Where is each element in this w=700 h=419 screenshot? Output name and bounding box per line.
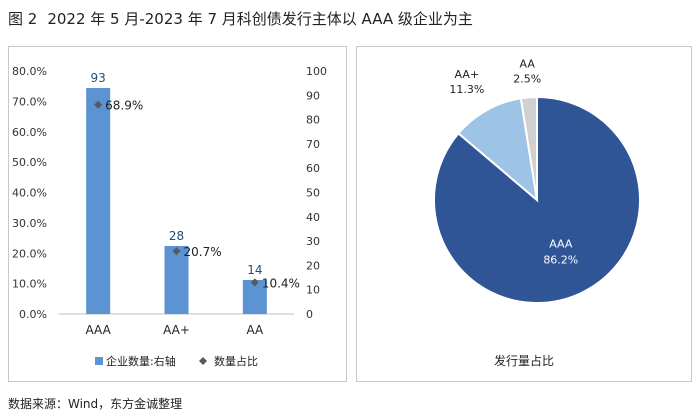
figure-title-text: 2022 年 5 月-2023 年 7 月科创债发行主体以 AAA 级企业为主 bbox=[47, 10, 473, 28]
right-axis-tick-label: 40 bbox=[306, 211, 320, 224]
bar-value-label: 14 bbox=[247, 263, 262, 277]
category-label: AAA bbox=[86, 323, 112, 337]
right-axis-tick-label: 80 bbox=[306, 114, 320, 127]
left-axis-tick-label: 10.0% bbox=[12, 278, 47, 291]
bar-AAA bbox=[86, 88, 111, 314]
category-label: AA+ bbox=[163, 323, 190, 337]
pie-value-label: 2.5% bbox=[513, 72, 541, 85]
left-axis-tick-label: 30.0% bbox=[12, 217, 47, 230]
left-axis-tick-label: 70.0% bbox=[12, 95, 47, 108]
bar-value-label: 93 bbox=[91, 71, 106, 85]
legend-marker-label: 数量占比 bbox=[214, 354, 258, 368]
figure-title: 图 2 2022 年 5 月-2023 年 7 月科创债发行主体以 AAA 级企业… bbox=[8, 8, 473, 29]
right-axis-tick-label: 30 bbox=[306, 235, 320, 248]
bar-value-label: 28 bbox=[169, 229, 184, 243]
right-axis-tick-label: 0 bbox=[306, 308, 313, 321]
left-axis-tick-label: 20.0% bbox=[12, 247, 47, 260]
left-axis-tick-label: 50.0% bbox=[12, 156, 47, 169]
right-axis-tick-label: 60 bbox=[306, 162, 320, 175]
pie-slice-AA+ bbox=[457, 97, 539, 203]
pie-value-label: 86.2% bbox=[543, 253, 578, 266]
bar-chart: 0.0% 10.0% 20.0% 30.0% 40.0% 50.0% 60.0% 70.0% 8… bbox=[12, 65, 327, 368]
share-marker bbox=[94, 100, 103, 109]
right-axis-tick-label: 20 bbox=[306, 259, 320, 272]
right-axis-tick-label: 50 bbox=[306, 187, 320, 200]
right-axis-tick-label: 100 bbox=[306, 65, 327, 78]
share-value-label: 20.7% bbox=[184, 245, 222, 259]
legend-marker-swatch bbox=[199, 357, 207, 365]
figure-label: 图 2 bbox=[8, 10, 38, 28]
right-axis-tick-label: 90 bbox=[306, 89, 320, 102]
left-axis-tick-label: 60.0% bbox=[12, 126, 47, 139]
left-axis-tick-label: 0.0% bbox=[19, 308, 47, 321]
legend-bar-swatch bbox=[95, 357, 103, 365]
pie-value-label: 11.3% bbox=[449, 83, 484, 96]
category-label: AA bbox=[246, 323, 264, 337]
left-axis-tick-label: 80.0% bbox=[12, 65, 47, 78]
right-axis-tick-label: 10 bbox=[306, 284, 320, 297]
left-axis-tick-label: 40.0% bbox=[12, 187, 47, 200]
pie-chart-panel: AAA 86.2% AA+ 11.3% AA 2.5% 发行量占比 bbox=[356, 46, 692, 382]
data-source: 数据来源：Wind，东方金诚整理 bbox=[8, 397, 183, 411]
right-axis-tick-label: 70 bbox=[306, 138, 320, 151]
share-value-label: 10.4% bbox=[262, 276, 300, 290]
share-value-label: 68.9% bbox=[105, 99, 143, 113]
pie-category-label: AAA bbox=[549, 237, 573, 250]
bar-AA+ bbox=[164, 245, 189, 314]
pie-slice-AA bbox=[519, 95, 538, 201]
pie-category-label: AA+ bbox=[455, 68, 480, 81]
legend-bar-label: 企业数量:右轴 bbox=[106, 354, 176, 368]
bar-chart-panel: 0.0% 10.0% 20.0% 30.0% 40.0% 50.0% 60.0% 70.0% 8… bbox=[8, 46, 347, 382]
bar-AA bbox=[242, 279, 267, 314]
pie-chart: AAA 86.2% AA+ 11.3% AA 2.5% 发行量占比 bbox=[433, 57, 641, 368]
pie-title: 发行量占比 bbox=[494, 353, 554, 368]
share-marker bbox=[172, 247, 181, 256]
pie-category-label: AA bbox=[520, 57, 536, 70]
share-marker bbox=[250, 278, 259, 287]
